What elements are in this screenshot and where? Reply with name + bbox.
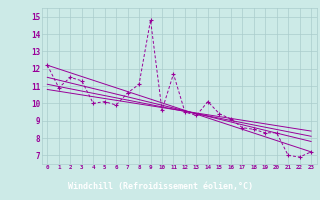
Text: Windchill (Refroidissement éolien,°C): Windchill (Refroidissement éolien,°C) (68, 182, 252, 192)
